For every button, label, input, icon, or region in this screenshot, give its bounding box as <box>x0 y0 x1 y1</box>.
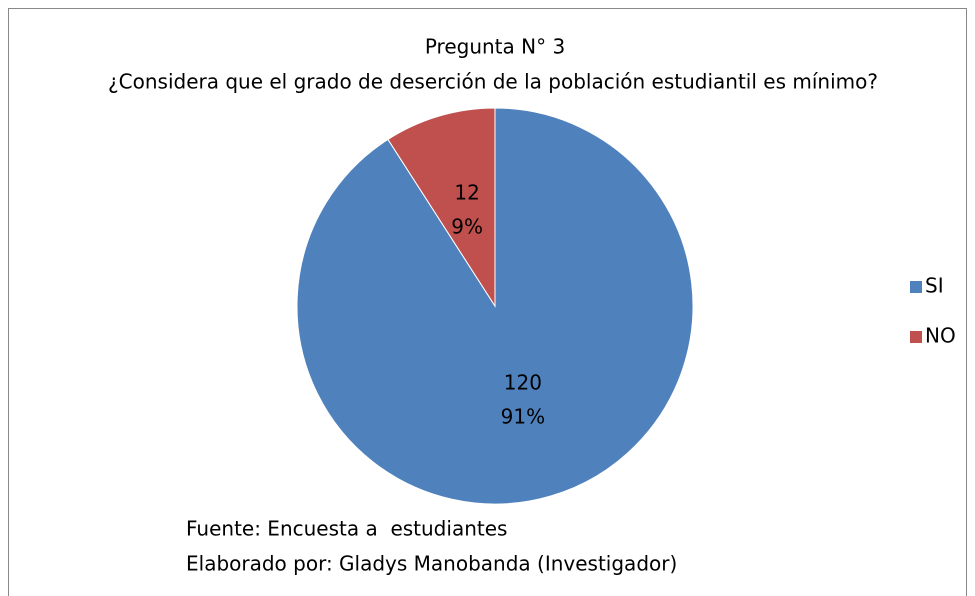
author-note: Elaborado por: Gladys Manobanda (Investi… <box>186 552 677 576</box>
legend-swatch <box>910 331 922 343</box>
legend-label: NO <box>925 324 956 348</box>
chart-title: Pregunta N° 3 <box>425 35 565 59</box>
data-label: 120 <box>504 370 542 394</box>
legend-swatch <box>910 281 922 293</box>
percent-label: 91% <box>501 404 545 428</box>
chart-subtitle: ¿Considera que el grado de deserción de … <box>108 70 878 94</box>
percent-label: 9% <box>451 215 483 239</box>
source-note: Fuente: Encuesta a estudiantes <box>186 517 507 541</box>
pie-slice <box>387 107 496 308</box>
data-label: 12 <box>454 181 479 205</box>
legend-label: SI <box>925 274 944 298</box>
